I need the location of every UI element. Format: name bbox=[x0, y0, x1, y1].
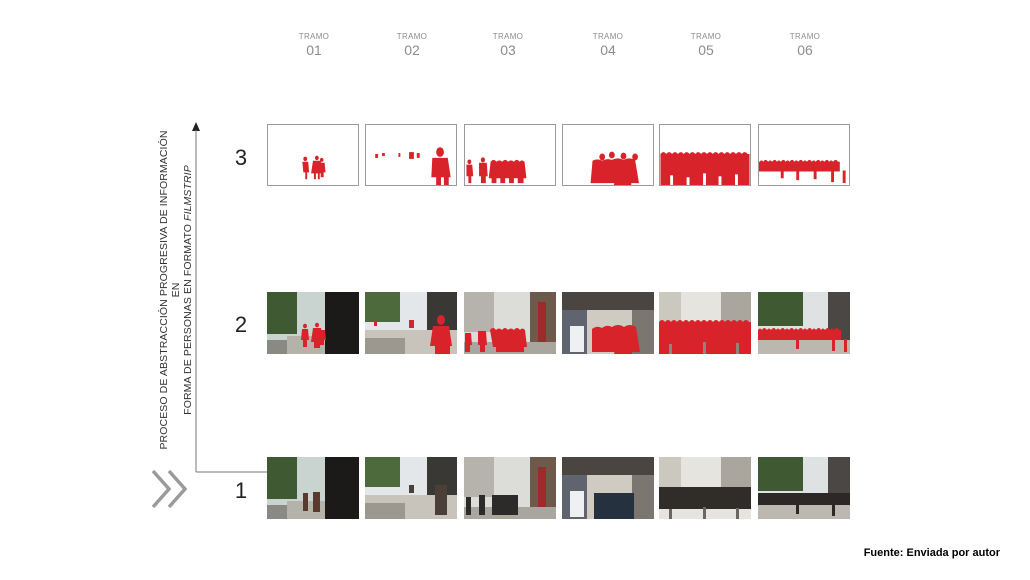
row-label-2: 2 bbox=[234, 312, 248, 337]
frame-row1-tramo06 bbox=[758, 457, 850, 519]
frame-row2-tramo06 bbox=[758, 292, 850, 354]
tramo-header-05: TRAMO 05 bbox=[690, 32, 722, 58]
tramo-header-01: TRAMO 01 bbox=[298, 32, 330, 58]
frame-row1-tramo04 bbox=[562, 457, 654, 519]
frame-row1-tramo02 bbox=[365, 457, 457, 519]
frame-row2-tramo04 bbox=[562, 292, 654, 354]
row-label-1: 1 bbox=[234, 478, 248, 503]
frame-row3-tramo04 bbox=[562, 124, 654, 186]
frame-row3-tramo06 bbox=[758, 124, 850, 186]
tramo-header-03: TRAMO 03 bbox=[492, 32, 524, 58]
frame-row2-tramo01 bbox=[267, 292, 359, 354]
vertical-axis bbox=[192, 122, 267, 473]
frame-row3-tramo03 bbox=[464, 124, 556, 186]
frame-row2-tramo05 bbox=[659, 292, 751, 354]
frame-row3-tramo05 bbox=[659, 124, 751, 186]
frame-row1-tramo05 bbox=[659, 457, 751, 519]
arrow-up-icon bbox=[192, 122, 200, 131]
frame-row3-tramo01 bbox=[267, 124, 359, 186]
frame-row3-tramo02 bbox=[365, 124, 457, 186]
row-label-3: 3 bbox=[234, 145, 248, 170]
frame-row2-tramo03 bbox=[464, 292, 556, 354]
tramo-header-06: TRAMO 06 bbox=[789, 32, 821, 58]
source-caption: Fuente: Enviada por autor bbox=[863, 547, 1000, 559]
double-chevron-right-icon bbox=[151, 469, 188, 509]
frame-row2-tramo02 bbox=[365, 292, 457, 354]
frame-row1-tramo03 bbox=[464, 457, 556, 519]
tramo-header-04: TRAMO 04 bbox=[592, 32, 624, 58]
frame-row1-tramo01 bbox=[267, 457, 359, 519]
axis-label: PROCESO DE ABSTRACCIÓN PROGRESIVA DE INF… bbox=[158, 130, 194, 450]
tramo-header-02: TRAMO 02 bbox=[396, 32, 428, 58]
